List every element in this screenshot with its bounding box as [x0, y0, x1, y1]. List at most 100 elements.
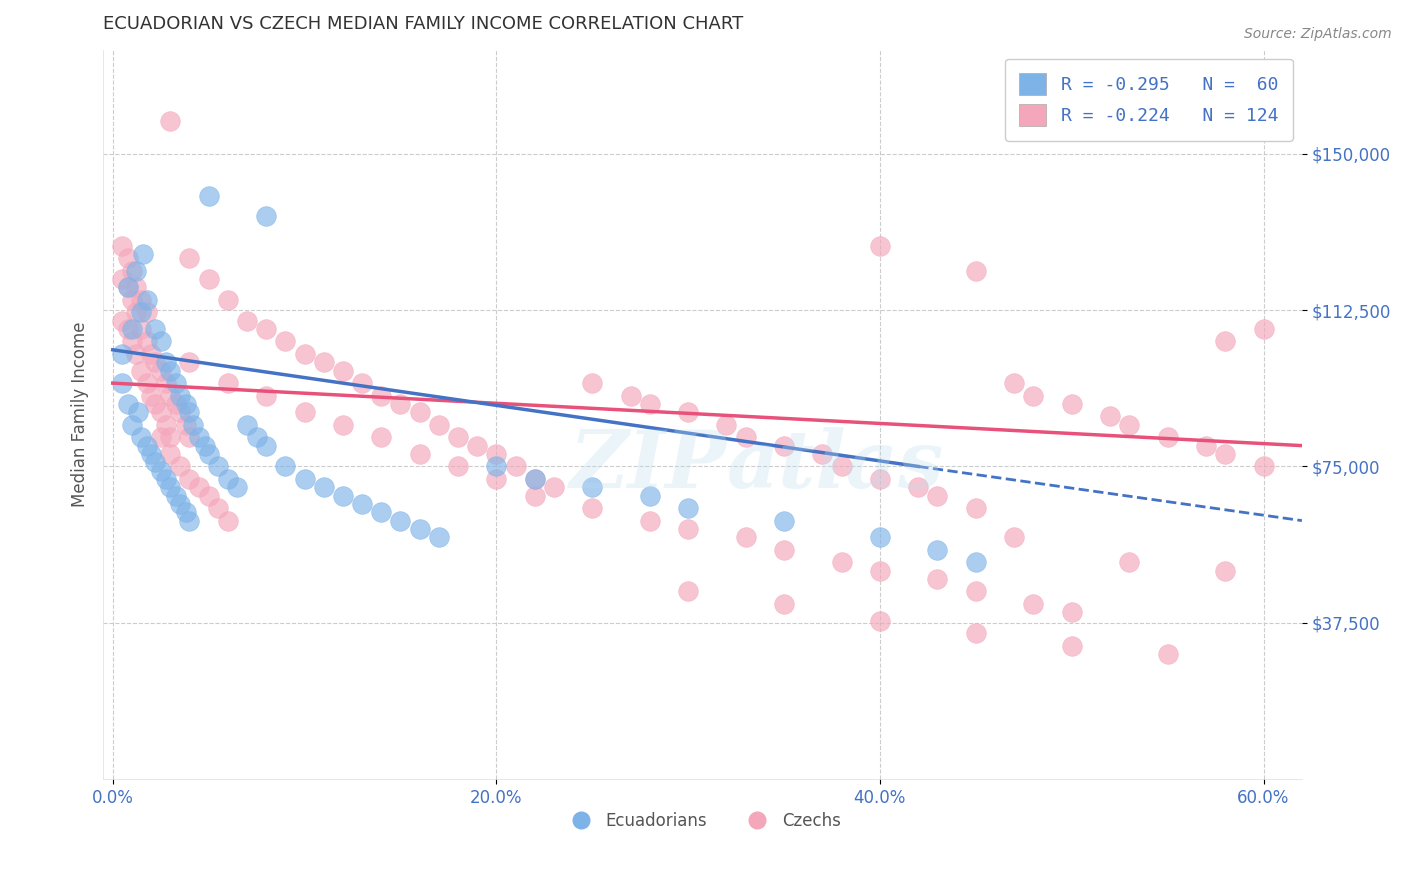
Point — [179, 514, 201, 528]
Point — [638, 489, 661, 503]
Point — [773, 542, 796, 557]
Point — [716, 417, 738, 432]
Point — [179, 405, 201, 419]
Point — [155, 472, 177, 486]
Point — [245, 430, 267, 444]
Point — [197, 272, 219, 286]
Point — [117, 280, 139, 294]
Point — [676, 501, 699, 516]
Point — [927, 572, 949, 586]
Point — [111, 313, 134, 327]
Point — [408, 405, 430, 419]
Point — [869, 472, 891, 486]
Point — [485, 472, 508, 486]
Point — [159, 389, 181, 403]
Point — [1022, 389, 1045, 403]
Point — [217, 293, 239, 307]
Point — [217, 514, 239, 528]
Point — [121, 263, 143, 277]
Point — [131, 430, 153, 444]
Point — [485, 459, 508, 474]
Point — [194, 439, 217, 453]
Point — [581, 376, 603, 391]
Point — [543, 480, 565, 494]
Point — [505, 459, 527, 474]
Point — [159, 364, 181, 378]
Point — [965, 501, 987, 516]
Point — [179, 355, 201, 369]
Point — [1118, 417, 1140, 432]
Point — [143, 455, 166, 469]
Point — [254, 322, 277, 336]
Point — [121, 322, 143, 336]
Point — [638, 397, 661, 411]
Point — [131, 364, 153, 378]
Point — [136, 334, 159, 349]
Point — [1213, 334, 1236, 349]
Point — [159, 480, 181, 494]
Point — [831, 555, 853, 569]
Point — [236, 313, 259, 327]
Point — [155, 417, 177, 432]
Point — [581, 501, 603, 516]
Point — [111, 347, 134, 361]
Point — [139, 447, 162, 461]
Point — [965, 626, 987, 640]
Point — [734, 430, 756, 444]
Point — [179, 251, 201, 265]
Point — [169, 389, 191, 403]
Text: Source: ZipAtlas.com: Source: ZipAtlas.com — [1244, 27, 1392, 41]
Point — [523, 472, 546, 486]
Point — [312, 480, 335, 494]
Point — [131, 305, 153, 319]
Point — [370, 389, 392, 403]
Point — [312, 355, 335, 369]
Point — [174, 417, 197, 432]
Point — [1022, 597, 1045, 611]
Point — [965, 555, 987, 569]
Point — [408, 522, 430, 536]
Point — [1060, 605, 1083, 619]
Point — [165, 489, 187, 503]
Point — [1195, 439, 1218, 453]
Point — [676, 522, 699, 536]
Point — [773, 514, 796, 528]
Point — [149, 464, 172, 478]
Point — [149, 364, 172, 378]
Point — [427, 530, 450, 544]
Point — [907, 480, 929, 494]
Point — [965, 263, 987, 277]
Point — [139, 389, 162, 403]
Point — [111, 272, 134, 286]
Point — [1156, 430, 1178, 444]
Text: ZIP: ZIP — [569, 426, 727, 504]
Point — [169, 459, 191, 474]
Point — [332, 364, 354, 378]
Point — [197, 489, 219, 503]
Point — [1099, 409, 1122, 424]
Point — [831, 459, 853, 474]
Point — [1060, 639, 1083, 653]
Point — [117, 280, 139, 294]
Point — [197, 447, 219, 461]
Point — [236, 417, 259, 432]
Point — [169, 497, 191, 511]
Point — [131, 293, 153, 307]
Point — [155, 355, 177, 369]
Point — [143, 397, 166, 411]
Point — [143, 355, 166, 369]
Point — [217, 472, 239, 486]
Point — [332, 489, 354, 503]
Point — [389, 397, 412, 411]
Point — [188, 430, 211, 444]
Point — [155, 376, 177, 391]
Point — [165, 376, 187, 391]
Point — [226, 480, 249, 494]
Point — [139, 347, 162, 361]
Point — [465, 439, 488, 453]
Point — [125, 263, 148, 277]
Point — [869, 238, 891, 252]
Point — [188, 480, 211, 494]
Point — [179, 430, 201, 444]
Point — [1213, 564, 1236, 578]
